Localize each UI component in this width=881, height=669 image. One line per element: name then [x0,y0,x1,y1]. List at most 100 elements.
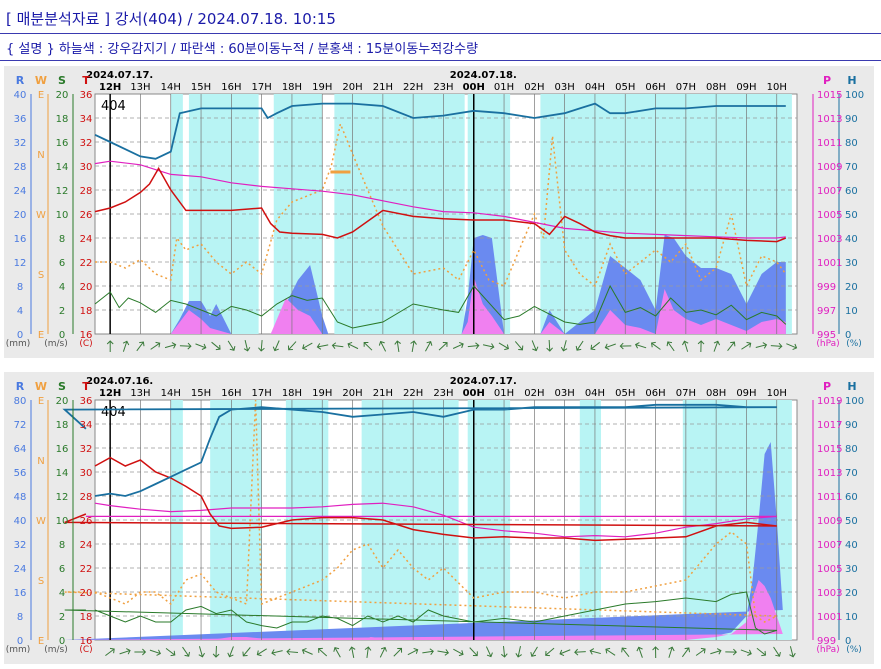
date-label: 2024.07.17. [86,70,153,81]
wind-arrow-shape [755,342,768,349]
tick-label-H: 100 [845,90,864,101]
tick-label-H: 50 [845,516,858,527]
tick-label-R: 32 [14,138,27,149]
wind-direction-arrow [695,647,706,656]
axis-header-W: W [35,380,47,393]
tick-label-H: 70 [845,468,858,479]
hour-tick-label: 09H [736,388,756,399]
hour-tick-label: 03H [555,388,575,399]
wind-arrow-shape [545,647,555,657]
wind-direction-arrow [485,646,493,658]
wind-direction-arrow [681,647,690,658]
tick-label-P: 1015 [817,90,842,101]
wind-arrow-shape [773,646,781,657]
tick-label-R: 16 [14,234,27,245]
tick-label-T: 30 [80,468,93,479]
wind-direction-letter: S [38,576,44,587]
wind-direction-arrow [652,646,659,659]
tick-label-T: 36 [80,396,93,407]
wind-direction-arrow [212,645,220,658]
tick-label-H: 80 [845,444,858,455]
wind-direction-arrow [590,341,601,351]
wind-speed-line [64,591,777,635]
tick-label-P: 1009 [817,162,842,173]
wind-direction-arrow [560,340,568,352]
date-label: 2024.07.17. [450,376,517,387]
tick-label-P: 1017 [817,420,842,431]
tick-label-S: 0 [59,330,65,341]
wind-arrow-shape [589,648,601,655]
wind-arrow-shape [756,647,767,657]
tick-label-S: 18 [56,420,69,431]
wind-direction-arrow [258,339,265,352]
tick-label-P: 1011 [817,138,842,149]
hour-tick-label: 23H [433,388,453,399]
tick-label-H: 90 [845,420,858,431]
wind-direction-arrow [393,647,403,657]
wind-direction-letter: N [37,456,44,467]
hour-tick-label: 16H [221,82,241,93]
hour-tick-label: 05H [615,388,635,399]
tick-label-T: 18 [80,306,93,317]
wind-speed-line [94,284,787,329]
wind-direction-arrow [501,645,508,658]
wind-direction-arrow [422,648,434,655]
axis-header-T: T [82,380,90,393]
tick-label-R: 48 [14,492,27,503]
tick-label-T: 32 [80,444,93,455]
hour-tick-label: 00H [463,388,485,399]
rain-15min-area [270,298,323,334]
hour-tick-label: 01H [494,82,514,93]
station-label: 404 [101,405,126,420]
wind-direction-letter: E [38,396,44,407]
wind-direction-arrow [727,341,736,352]
hour-tick-label: 09H [736,82,756,93]
tick-label-S: 20 [56,396,69,407]
rain-60min-area [64,442,783,640]
wind-direction-arrow [740,649,752,656]
tick-label-S: 10 [56,516,69,527]
tick-label-P: 1013 [817,114,842,125]
wind-direction-letter: W [36,516,46,527]
tick-label-R: 8 [17,612,23,623]
wind-direction-arrow [410,340,417,352]
tick-label-R: 12 [14,258,27,269]
tick-label-S: 14 [56,468,69,479]
date-label: 2024.07.16. [86,376,153,387]
wind-direction-arrow [530,646,538,657]
tick-label-H: 70 [845,162,858,173]
wind-direction-arrow [195,343,207,350]
rain-detector-span [579,400,602,640]
tick-label-H: 30 [845,564,858,575]
wind-arrow-shape [394,340,401,353]
wind-arrow-shape [634,342,647,349]
wind-arrow-shape [393,647,403,657]
wind-direction-arrow [710,648,722,655]
unit-label: (hPa) [816,645,839,655]
tick-label-S: 8 [59,234,65,245]
wind-direction-arrow [182,646,190,657]
axis-header-S: S [58,380,66,393]
tick-label-H: 90 [845,114,858,125]
tick-label-T: 26 [80,210,93,221]
tick-label-S: 10 [56,210,69,221]
wind-direction-arrow [211,341,221,351]
tick-label-T: 16 [80,330,93,341]
tick-label-P: 1005 [817,210,842,221]
humidity-line [94,102,786,160]
tick-label-R: 8 [17,282,23,293]
tick-label-H: 80 [845,138,858,149]
wind-direction-arrow [333,647,341,658]
wind-direction-arrow [438,341,448,351]
hour-tick-label: 12H [99,388,121,399]
unit-label: (m/s) [44,339,68,349]
hour-tick-label: 05H [615,82,635,93]
wind-arrow-shape [453,648,464,657]
wind-arrow-shape [119,648,131,655]
hour-tick-label: 06H [645,82,665,93]
tick-label-P: 995 [817,330,836,341]
wind-arrow-shape [710,648,722,655]
wind-direction-arrow [741,341,752,350]
tick-label-R: 0 [17,636,23,647]
rain-15min-area [540,322,565,334]
